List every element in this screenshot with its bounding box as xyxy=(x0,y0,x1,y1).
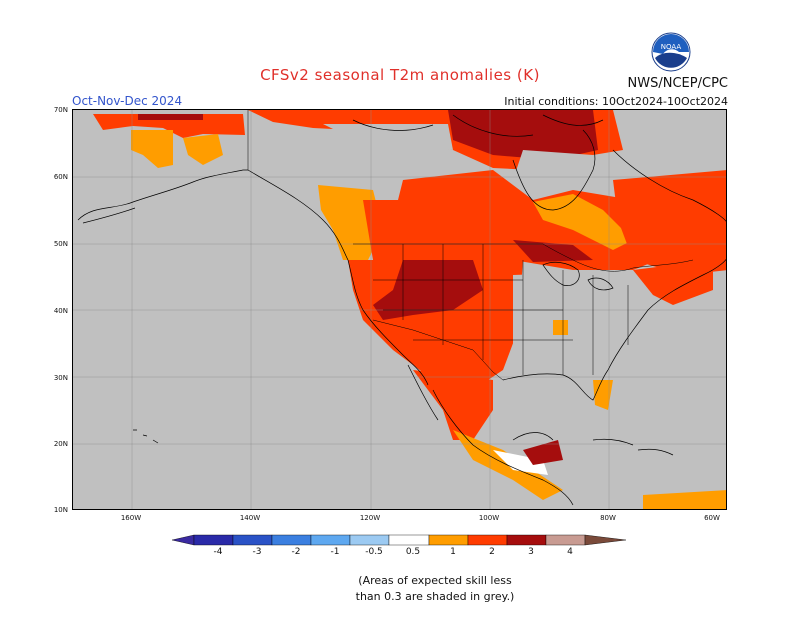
colorbar-label: 1 xyxy=(450,547,456,557)
initial-conditions-label: Initial conditions: 10Oct2024-10Oct2024 xyxy=(504,95,728,108)
lat-label: 50N xyxy=(53,240,68,248)
yucatan-coast xyxy=(512,432,554,441)
colorbar-segment xyxy=(349,534,390,546)
hudson-bay-coast xyxy=(512,129,596,211)
southeast-orange-b xyxy=(593,380,613,410)
lon-label: 100W xyxy=(478,514,500,522)
alaska-darkred xyxy=(138,114,203,120)
usa-darkred xyxy=(373,260,483,320)
lat-label: 20N xyxy=(53,440,68,448)
lon-label: 120W xyxy=(359,514,381,522)
mexico-west-coast xyxy=(432,389,574,506)
lon-label: 160W xyxy=(120,514,142,522)
colorbar-label: -3 xyxy=(252,547,262,557)
south-america-orange xyxy=(643,490,726,509)
anomaly-map xyxy=(72,109,727,510)
caribbean-islands xyxy=(592,438,674,456)
map-canvas xyxy=(73,110,726,509)
colorbar-label: 3 xyxy=(528,547,534,557)
colorbar-segment xyxy=(310,534,351,546)
colorbar-segment xyxy=(506,534,547,546)
colorbar-arrow-right xyxy=(584,534,627,546)
hawaii-islands xyxy=(133,429,159,444)
colorbar-label: 2 xyxy=(489,547,495,557)
colorbar-label: -4 xyxy=(213,547,223,557)
alaska-north-warm xyxy=(93,114,245,138)
coastlines xyxy=(77,114,726,506)
west-coast xyxy=(247,169,429,386)
skill-note-line1: (Areas of expected skill less xyxy=(358,574,512,587)
central-america-darkred xyxy=(523,440,563,465)
us-canada-border xyxy=(353,243,694,272)
lat-label: 30N xyxy=(53,374,68,382)
arctic-islands-coast xyxy=(352,114,604,137)
canada-darkred-belt xyxy=(513,240,593,262)
labrador-coast xyxy=(612,149,726,222)
colorbar-segment xyxy=(271,534,312,546)
colorbar-segment xyxy=(388,534,430,546)
alaska-orange-b xyxy=(183,134,223,165)
us-state-lines xyxy=(373,244,629,375)
mexico-red xyxy=(413,370,493,440)
lat-label: 10N xyxy=(53,506,68,514)
colorbar-label: 4 xyxy=(567,547,573,557)
gulf-coast xyxy=(502,369,609,401)
lat-label: 40N xyxy=(53,307,68,315)
hudson-grey xyxy=(513,150,593,200)
northeast-red xyxy=(633,260,713,305)
colorbar-segment xyxy=(232,534,273,546)
political-borders xyxy=(247,110,694,381)
alaska-coast xyxy=(77,169,248,221)
colorbar-label: -0.5 xyxy=(365,547,383,557)
bc-red xyxy=(363,200,403,260)
alaska-orange-a xyxy=(131,130,173,168)
colorbar-label: -1 xyxy=(330,547,340,557)
lat-label: 60N xyxy=(53,173,68,181)
great-lakes xyxy=(542,261,614,291)
colorbar-segment xyxy=(428,534,469,546)
lon-label: 80W xyxy=(600,514,616,522)
mexico-white xyxy=(493,450,548,475)
chart-title: CFSv2 seasonal T2m anomalies (K) xyxy=(260,66,540,84)
east-coast xyxy=(607,258,726,371)
noaa-logo-icon: NOAA xyxy=(651,32,691,72)
canada-east-orange xyxy=(533,194,633,250)
labrador-red xyxy=(613,170,726,275)
southeast-orange-a xyxy=(553,320,568,335)
colorbar-label: -2 xyxy=(291,547,301,557)
colorbar-segment xyxy=(193,534,234,546)
noaa-logo-text: NOAA xyxy=(661,43,682,51)
colorbar-arrow-left xyxy=(172,534,195,546)
lon-label: 60W xyxy=(704,514,720,522)
colorbar-label: 0.5 xyxy=(405,547,421,557)
colorbar-segment xyxy=(545,534,586,546)
lon-label: 140W xyxy=(239,514,261,522)
colorbar-segment xyxy=(467,534,508,546)
canada-arctic-grey xyxy=(323,124,453,150)
skill-note-line2: than 0.3 are shaded in grey.) xyxy=(355,590,515,603)
us-mexico-border xyxy=(372,319,504,381)
anomaly-field xyxy=(78,110,726,509)
baja-coast xyxy=(407,364,439,421)
agency-label: NWS/NCEP/CPC xyxy=(627,76,728,91)
lat-label: 70N xyxy=(53,106,68,114)
colorbar xyxy=(172,534,627,546)
season-label: Oct-Nov-Dec 2024 xyxy=(72,94,183,108)
aleutians-coast xyxy=(82,207,136,224)
